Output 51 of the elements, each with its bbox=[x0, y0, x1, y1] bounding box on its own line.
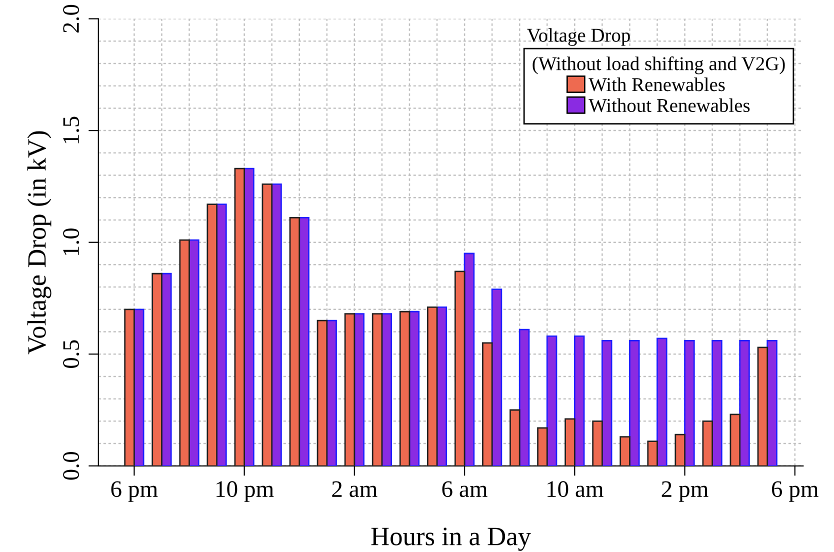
bar bbox=[372, 313, 383, 466]
bar bbox=[482, 342, 493, 466]
bar bbox=[601, 340, 612, 466]
y-tick-label: 0.5 bbox=[63, 340, 80, 368]
y-tick-label: 2.0 bbox=[63, 4, 80, 32]
x-tick-label: 10 pm bbox=[216, 481, 274, 502]
bar bbox=[454, 270, 466, 466]
bar bbox=[316, 320, 328, 466]
bar bbox=[592, 420, 603, 466]
y-tick-label: 0.0 bbox=[63, 452, 80, 480]
x-tick-label: 6 am bbox=[442, 481, 488, 498]
x-tick-label: 6 pm bbox=[772, 481, 818, 502]
bar bbox=[702, 420, 713, 466]
bar bbox=[574, 336, 585, 466]
bar bbox=[179, 239, 190, 466]
bar bbox=[730, 414, 741, 466]
x-tick-label: 2 pm bbox=[662, 481, 708, 502]
bar bbox=[757, 346, 768, 466]
bar bbox=[537, 427, 548, 466]
bar bbox=[546, 336, 558, 466]
bar bbox=[234, 168, 246, 466]
bar bbox=[564, 418, 576, 466]
legend-title: Voltage Drop bbox=[527, 28, 630, 46]
bar bbox=[518, 328, 530, 466]
x-axis-title: Hours in a Day bbox=[371, 528, 531, 551]
annotation: (Without load shifting and V2G) bbox=[532, 56, 785, 74]
bar bbox=[629, 340, 640, 466]
bar bbox=[289, 217, 300, 466]
bar bbox=[124, 308, 135, 466]
y-axis-title: Voltage Drop (in kV) bbox=[27, 131, 52, 354]
bar bbox=[206, 204, 218, 466]
bar bbox=[620, 436, 630, 466]
bar bbox=[712, 340, 722, 466]
bar bbox=[262, 184, 273, 466]
legend-label: Without Renewables bbox=[588, 98, 750, 112]
bar bbox=[739, 340, 750, 466]
bar bbox=[510, 409, 520, 466]
bar bbox=[674, 434, 686, 466]
bar bbox=[152, 272, 162, 466]
bar bbox=[399, 310, 410, 466]
bar bbox=[426, 306, 438, 466]
bar bbox=[344, 313, 356, 466]
x-tick-label: 10 am bbox=[548, 481, 604, 498]
y-tick-label: 1.0 bbox=[63, 228, 80, 256]
bar bbox=[684, 340, 695, 466]
x-tick-label: 2 am bbox=[332, 481, 378, 498]
bar bbox=[656, 338, 668, 466]
legend-label: With Renewables bbox=[588, 78, 725, 92]
x-tick-label: 6 pm bbox=[111, 481, 158, 502]
bar bbox=[647, 440, 658, 466]
y-tick-label: 1.5 bbox=[63, 116, 80, 144]
